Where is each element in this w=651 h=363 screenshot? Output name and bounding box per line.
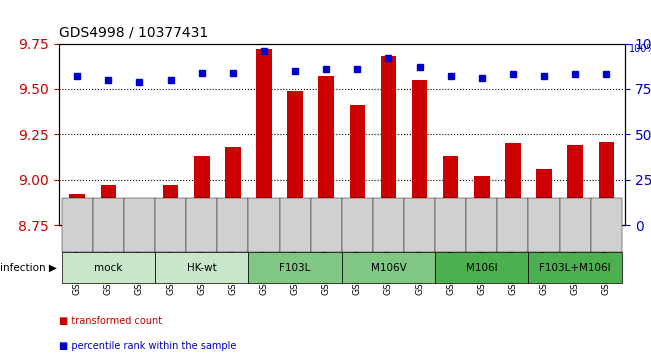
Bar	[474, 176, 490, 225]
Bar	[70, 194, 85, 225]
Text: M106V: M106V	[370, 263, 406, 273]
Text: ■ transformed count: ■ transformed count	[59, 316, 161, 326]
Bar	[225, 147, 241, 225]
Text: ■ percentile rank within the sample: ■ percentile rank within the sample	[59, 341, 236, 351]
Bar	[350, 105, 365, 225]
Text: infection ▶: infection ▶	[0, 263, 57, 273]
Bar	[505, 143, 521, 225]
Bar	[318, 76, 334, 225]
Text: HK-wt: HK-wt	[187, 263, 217, 273]
Bar	[381, 56, 396, 225]
Text: M106I: M106I	[466, 263, 497, 273]
Bar	[132, 220, 147, 225]
Bar	[256, 49, 271, 225]
Bar	[568, 145, 583, 225]
Bar	[536, 169, 552, 225]
Bar	[443, 156, 458, 225]
Bar	[101, 185, 116, 225]
Text: mock: mock	[94, 263, 122, 273]
Bar	[412, 80, 427, 225]
Text: 100%: 100%	[629, 44, 651, 54]
Text: F103L+M106I: F103L+M106I	[540, 263, 611, 273]
Bar	[287, 91, 303, 225]
Text: F103L: F103L	[279, 263, 311, 273]
Bar	[598, 142, 614, 225]
Bar	[163, 185, 178, 225]
Text: GDS4998 / 10377431: GDS4998 / 10377431	[59, 25, 208, 40]
Bar	[194, 156, 210, 225]
